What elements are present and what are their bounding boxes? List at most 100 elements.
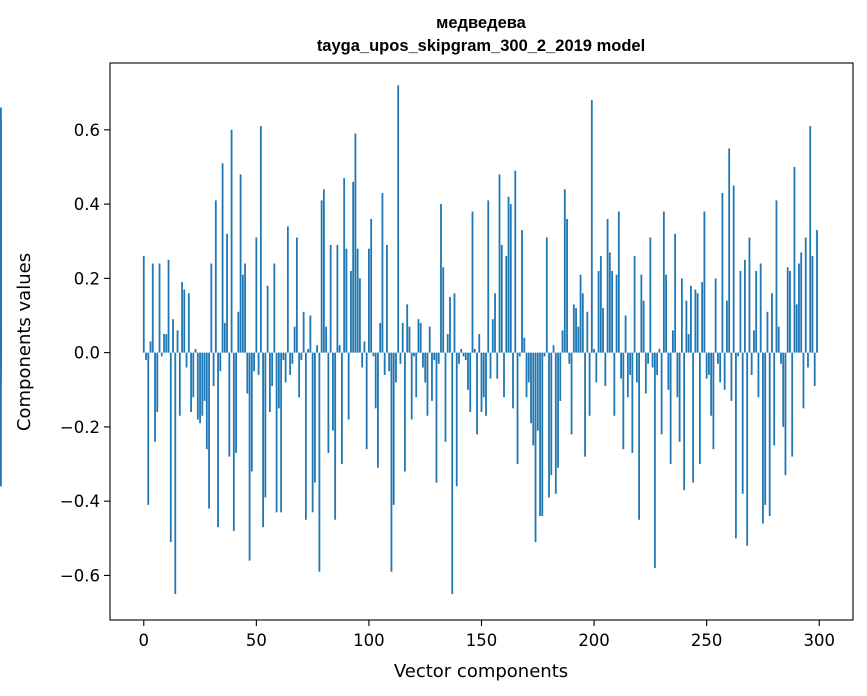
bar-11 <box>167 259 170 353</box>
bar-237 <box>676 352 679 398</box>
bar-71 <box>302 311 305 353</box>
bar-267 <box>744 259 746 353</box>
bar-169 <box>523 337 526 353</box>
bar-129 <box>433 352 436 361</box>
bar-155 <box>491 319 494 353</box>
bar-77 <box>316 345 319 353</box>
bar-270 <box>750 352 753 375</box>
bar-115 <box>401 322 404 353</box>
y-tick-label: −0.2 <box>60 418 100 437</box>
bar-259 <box>726 300 728 353</box>
bar-225 <box>649 237 652 353</box>
bar-114 <box>399 352 402 364</box>
bar-178 <box>543 352 546 357</box>
bar-104 <box>377 352 379 468</box>
x-tick-label: 200 <box>578 631 610 650</box>
x-axis-label: Vector components <box>394 661 568 682</box>
bar-25 <box>199 352 201 424</box>
bar-173 <box>532 352 535 446</box>
bar-239 <box>680 278 683 353</box>
bar-142 <box>462 352 465 357</box>
bar-31 <box>212 352 215 387</box>
bar-89 <box>343 178 346 353</box>
bar-102 <box>372 352 375 357</box>
bar-297 <box>811 256 814 353</box>
bar-150 <box>480 352 483 413</box>
bar-274 <box>759 263 762 353</box>
bar-62 <box>282 352 285 361</box>
bar-280 <box>773 352 776 446</box>
y-tick-label: 0.0 <box>74 344 100 363</box>
bar-81 <box>325 326 328 353</box>
bar-50 <box>255 237 258 353</box>
bar-213 <box>622 352 625 450</box>
bar-65 <box>289 352 292 375</box>
bar-272 <box>755 270 758 353</box>
bar-70 <box>300 352 303 361</box>
chart-title: медведева <box>436 14 527 32</box>
bar-159 <box>500 244 503 353</box>
bar-299 <box>816 230 818 353</box>
bar-135 <box>446 334 449 353</box>
bar-103 <box>374 352 377 409</box>
bar-153 <box>487 200 490 353</box>
y-tick-label: 0.6 <box>74 121 100 140</box>
bar-279 <box>771 293 773 353</box>
bar-290 <box>795 304 798 353</box>
bar-106 <box>381 192 384 353</box>
bar-170 <box>525 352 528 398</box>
bar-192 <box>575 308 577 353</box>
bar-3 <box>149 341 152 353</box>
x-axis-ticks: 0 50 100 150 200 250 300 <box>139 620 835 650</box>
bar-189 <box>568 352 571 364</box>
y-tick-label: 0.2 <box>74 269 100 288</box>
bar-86 <box>336 244 339 353</box>
bar-43 <box>239 174 242 353</box>
y-tick-label: −0.4 <box>60 492 100 511</box>
bar-19 <box>185 352 188 368</box>
bar-100 <box>368 248 370 353</box>
bar-58 <box>273 263 276 353</box>
bar-181 <box>550 352 553 476</box>
x-tick-label: 300 <box>803 631 835 650</box>
bar-134 <box>444 352 447 442</box>
bar-75 <box>311 352 314 513</box>
bar-207 <box>608 252 611 353</box>
bar-118 <box>408 326 411 353</box>
bar-34 <box>219 352 222 372</box>
bar-203 <box>599 256 602 353</box>
bar-210 <box>615 274 618 353</box>
bar-271 <box>753 330 755 353</box>
bar-127 <box>428 326 431 353</box>
y-tick-label: −0.6 <box>60 566 100 585</box>
bar-92 <box>350 270 352 353</box>
bar-254 <box>714 278 717 353</box>
bar-249 <box>703 211 706 353</box>
bar-108 <box>386 244 388 353</box>
bar-222 <box>642 300 645 353</box>
bar-17 <box>181 282 183 353</box>
bar-56 <box>268 352 271 413</box>
bar-289 <box>793 166 796 353</box>
bar-30 <box>210 263 213 353</box>
bar-256 <box>719 352 722 383</box>
bar-29 <box>208 352 210 509</box>
bar-38 <box>228 352 231 457</box>
bar-236 <box>674 233 677 353</box>
bar-247 <box>699 352 701 465</box>
bar-253 <box>712 352 715 450</box>
bar-111 <box>392 352 395 505</box>
bar-91 <box>347 352 350 420</box>
bar-121 <box>415 352 418 398</box>
bar-201 <box>595 352 598 383</box>
bar-187 <box>563 189 566 353</box>
bar-196 <box>584 352 586 457</box>
bar-14 <box>174 352 177 595</box>
bar-243 <box>689 285 692 353</box>
x-tick-label: 100 <box>353 631 385 650</box>
bar-44 <box>241 274 244 353</box>
bar-46 <box>246 352 249 394</box>
bar-285 <box>784 352 787 476</box>
bar-257 <box>721 192 724 353</box>
bar-140 <box>458 352 460 364</box>
